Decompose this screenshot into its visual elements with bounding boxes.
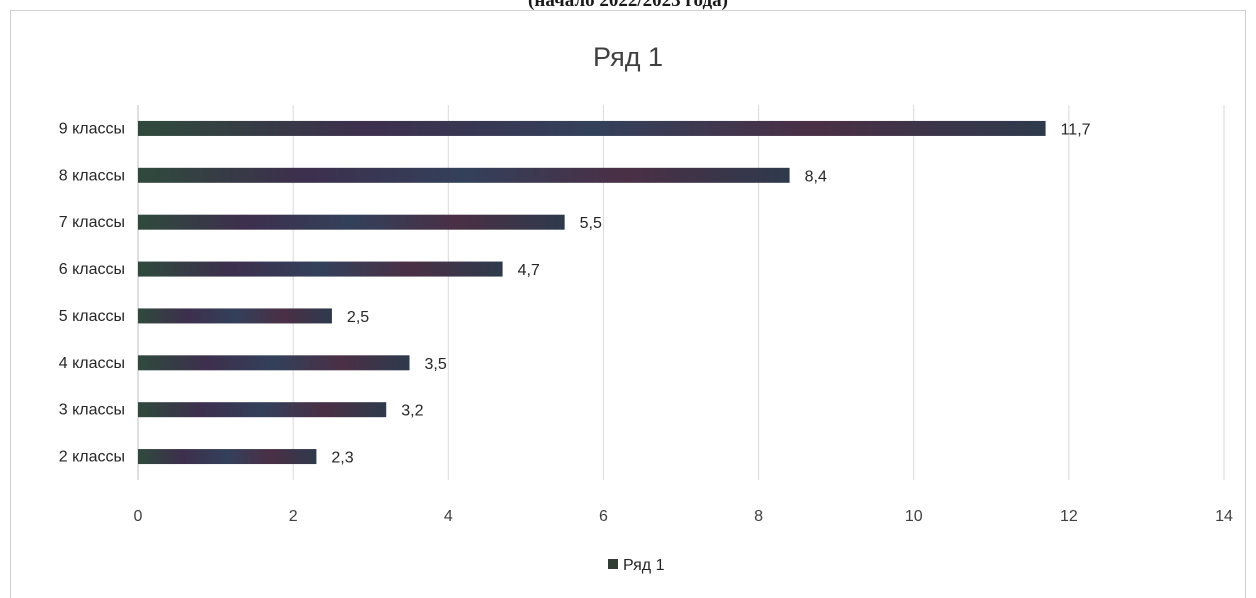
data-label: 4,7 — [518, 262, 540, 279]
bars — [138, 120, 1046, 465]
x-tick-label: 2 — [289, 508, 298, 525]
x-tick-label: 4 — [444, 508, 453, 525]
legend: Ряд 1 — [608, 557, 665, 574]
x-tick-label: 6 — [599, 508, 608, 525]
legend-label: Ряд 1 — [623, 557, 665, 574]
chart-frame — [10, 10, 1246, 598]
category-label: 2 классы — [59, 449, 125, 466]
x-tick-label: 14 — [1215, 508, 1233, 525]
bar — [138, 120, 1046, 136]
bar — [138, 449, 317, 465]
bar — [138, 355, 410, 371]
bar — [138, 402, 387, 418]
bar — [138, 261, 503, 277]
labels: 0 2 4 6 8 10 12 14 2 классы 2,3 3 классы 3,2 4 класс… — [59, 120, 1233, 525]
data-label: 8,4 — [805, 168, 827, 185]
x-tick-label: 10 — [905, 508, 923, 525]
gridlines — [137, 105, 1225, 480]
category-label: 3 классы — [59, 402, 125, 419]
document-heading: (начало 2022/2023 года) — [528, 0, 728, 11]
data-label: 2,5 — [347, 309, 369, 326]
x-tick-label: 0 — [134, 508, 143, 525]
category-label: 4 классы — [59, 355, 125, 372]
category-label: 6 классы — [59, 261, 125, 278]
data-label: 2,3 — [331, 450, 353, 467]
x-tick-label: 12 — [1060, 508, 1078, 525]
bar — [138, 214, 565, 230]
data-label: 5,5 — [580, 215, 602, 232]
category-label: 5 классы — [59, 308, 125, 325]
legend-marker — [608, 559, 618, 569]
data-label: 11,7 — [1061, 121, 1091, 138]
bar — [138, 167, 790, 183]
category-label: 7 классы — [59, 214, 125, 231]
chart-title: Ряд 1 — [593, 42, 663, 72]
bar — [138, 308, 332, 324]
x-tick-label: 8 — [754, 508, 763, 525]
category-label: 8 классы — [59, 167, 125, 184]
data-label: 3,5 — [425, 356, 447, 373]
data-label: 3,2 — [401, 403, 423, 420]
category-label: 9 классы — [59, 120, 125, 137]
